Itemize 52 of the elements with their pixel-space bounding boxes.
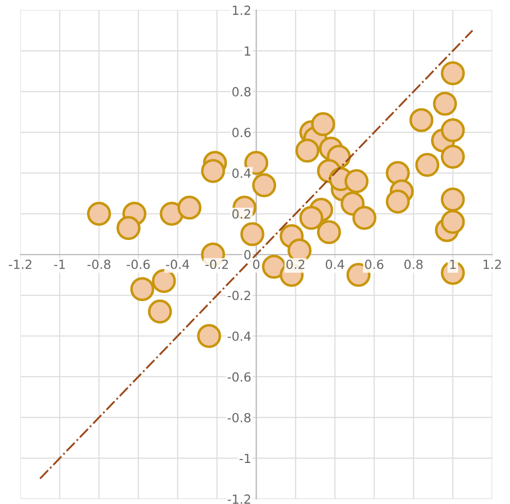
point xyxy=(440,61,465,86)
y-tick-label: -0.8 xyxy=(228,412,251,422)
point xyxy=(440,144,465,169)
point xyxy=(116,216,141,240)
x-tick-label: 0.2 xyxy=(286,260,304,270)
point xyxy=(299,206,324,230)
point xyxy=(316,220,342,244)
x-tick-label: -0.4 xyxy=(166,260,190,270)
x-tick-label: -0.8 xyxy=(87,260,110,270)
y-tick-label: 0.6 xyxy=(232,128,251,138)
point xyxy=(148,300,172,324)
x-tick-label: 1 xyxy=(450,260,456,269)
point xyxy=(311,112,336,136)
point xyxy=(344,169,369,194)
x-tick-label: -0.2 xyxy=(205,260,228,270)
point xyxy=(177,196,202,220)
point xyxy=(440,188,465,212)
point xyxy=(295,138,320,163)
point xyxy=(432,92,457,116)
point xyxy=(87,202,112,226)
x-tick-label: -1.2 xyxy=(8,260,32,269)
y-tick-label: -0.4 xyxy=(228,331,251,341)
point xyxy=(240,222,264,246)
y-tick-label: -0.2 xyxy=(228,290,250,300)
point xyxy=(352,206,376,230)
point xyxy=(201,158,226,184)
point xyxy=(152,268,176,294)
y-tick-label: -1.2 xyxy=(228,494,250,504)
x-tick-label: -1 xyxy=(54,260,65,269)
point xyxy=(386,190,410,214)
y-tick-label: 0.8 xyxy=(232,87,251,96)
x-tick-label: 0.8 xyxy=(404,260,423,270)
x-tick-label: 1.2 xyxy=(484,260,501,269)
point xyxy=(130,277,154,302)
point xyxy=(262,254,286,279)
point xyxy=(197,324,222,348)
x-tick-label: 0.6 xyxy=(365,260,384,270)
y-tick-label: 1.2 xyxy=(232,6,250,15)
y-tick-label: -0.6 xyxy=(228,372,251,382)
point xyxy=(415,152,440,177)
x-tick-label: -0.6 xyxy=(126,260,150,270)
y-tick-label: 0.4 xyxy=(232,168,251,178)
point xyxy=(440,210,465,234)
x-tick-label: 0 xyxy=(253,260,260,270)
x-tick-label: 0.4 xyxy=(326,260,344,270)
y-tick-label: 1 xyxy=(244,46,250,56)
y-tick-label: 0.2 xyxy=(232,209,250,219)
point xyxy=(252,173,276,198)
y-tick-label: 0 xyxy=(244,250,251,260)
y-tick-label: -1 xyxy=(240,454,250,463)
point xyxy=(440,118,465,142)
point xyxy=(409,108,434,132)
